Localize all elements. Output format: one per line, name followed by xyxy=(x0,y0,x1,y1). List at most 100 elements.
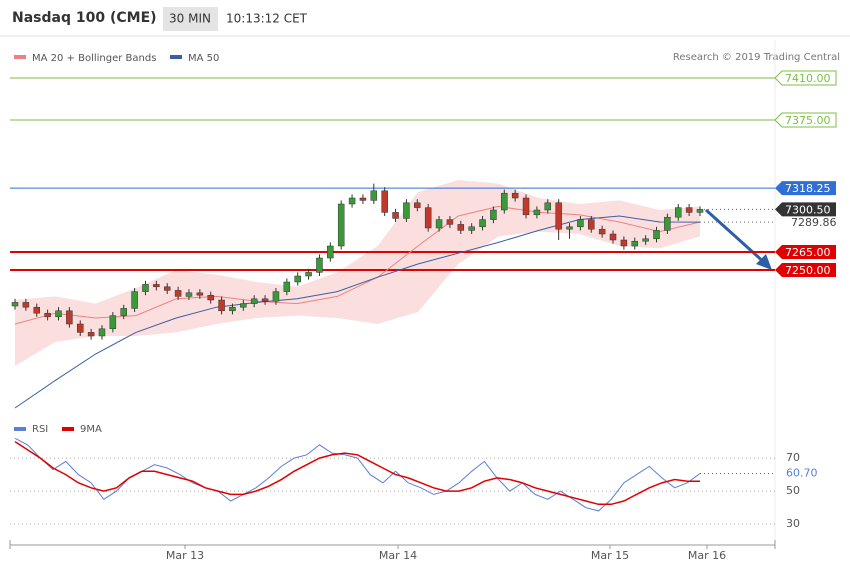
candle-body xyxy=(337,203,345,247)
legend-label: 9MA xyxy=(80,424,102,435)
ma-line xyxy=(14,215,701,409)
candle-body xyxy=(22,302,30,308)
candle-body xyxy=(283,281,291,292)
candle-body xyxy=(566,226,573,230)
level-label: 7300.50 xyxy=(785,203,831,216)
forecast-arrowhead xyxy=(756,254,772,270)
candle-body xyxy=(457,224,465,231)
credit: Research © 2019 Trading Central xyxy=(673,52,840,63)
legend-swatch xyxy=(14,55,26,59)
candle-body xyxy=(185,292,193,297)
candle-body xyxy=(620,239,628,247)
candle-body xyxy=(631,240,639,247)
candle-body xyxy=(131,291,138,309)
chart-title: Nasdaq 100 (CME) xyxy=(12,10,157,26)
candle-body xyxy=(250,298,258,304)
candle-body xyxy=(598,228,606,235)
candle-body xyxy=(490,209,497,220)
interval-box xyxy=(163,7,218,31)
level-label: 7318.25 xyxy=(785,182,831,195)
header-bg xyxy=(0,0,850,36)
interval[interactable]: 30 MIN xyxy=(169,12,211,26)
candle-body xyxy=(87,332,95,337)
candle-body xyxy=(11,302,19,307)
candle-body xyxy=(153,284,160,288)
bollinger-band xyxy=(15,180,700,366)
candle-body xyxy=(327,245,334,259)
candle-body xyxy=(163,286,171,291)
x-tick-label: Mar 14 xyxy=(379,549,417,562)
rsi-tick-label: 70 xyxy=(786,451,800,464)
level-label: 7265.00 xyxy=(785,246,831,259)
level-label: 7289.86 xyxy=(791,216,837,229)
legend-label: RSI xyxy=(32,424,48,435)
level-tag xyxy=(775,202,836,217)
candle-body xyxy=(240,303,247,308)
candle-body xyxy=(609,233,617,241)
level-tag xyxy=(775,263,836,277)
ma-line xyxy=(14,205,701,325)
candle-body xyxy=(414,202,421,208)
candle-body xyxy=(533,209,541,216)
level-tag xyxy=(774,70,837,86)
candle-body xyxy=(522,197,530,216)
candle-body xyxy=(207,294,214,301)
candle-body xyxy=(196,292,204,296)
forecast-arrow xyxy=(704,208,768,266)
candle-body xyxy=(370,190,378,201)
x-tick-label: Mar 16 xyxy=(688,549,726,562)
level-tag xyxy=(775,245,836,259)
rsi-line xyxy=(14,437,701,512)
legend-swatch xyxy=(170,55,182,59)
candle-body xyxy=(359,197,367,201)
candle-body xyxy=(294,275,301,283)
candle-body xyxy=(66,310,73,325)
level-tag xyxy=(775,181,836,196)
candle-body xyxy=(44,312,51,318)
candle-body xyxy=(544,202,552,211)
level-label: 7375.00 xyxy=(785,114,831,127)
rsi-tick-label: 50 xyxy=(786,484,800,497)
candle-body xyxy=(479,219,486,228)
candle-body xyxy=(120,308,127,316)
level-label: 7410.00 xyxy=(785,72,831,85)
candle-body xyxy=(588,219,595,230)
legend-swatch xyxy=(14,427,26,431)
level-label: 7250.00 xyxy=(785,264,831,277)
candle-body xyxy=(642,238,649,242)
candle-body xyxy=(316,257,323,273)
candle-body xyxy=(511,192,519,199)
candle-body xyxy=(435,219,443,229)
rsi-line xyxy=(14,440,700,506)
legend-label: MA 20 + Bollinger Bands xyxy=(32,53,156,64)
timestamp: 10:13:12 CET xyxy=(226,12,308,26)
rsi-tick-label: 30 xyxy=(786,517,800,530)
candle-body xyxy=(446,219,454,225)
candle-body xyxy=(109,315,117,330)
candle-body xyxy=(653,230,660,240)
rsi-last-label: 60.70 xyxy=(786,466,818,479)
x-tick-label: Mar 15 xyxy=(591,549,629,562)
candle-body xyxy=(381,190,388,213)
candle-body xyxy=(272,291,280,302)
candle-body xyxy=(501,192,508,211)
candle-body xyxy=(98,328,106,337)
candle-body xyxy=(685,207,693,213)
candle-body xyxy=(675,207,682,218)
candle-body xyxy=(392,212,399,219)
legend-swatch xyxy=(62,427,74,431)
candle-body xyxy=(403,202,410,219)
candle-body xyxy=(577,219,584,228)
candle-body xyxy=(142,284,149,292)
candle-body xyxy=(261,298,269,302)
candle-body xyxy=(468,226,475,231)
legend-label: MA 50 xyxy=(188,53,219,64)
candle-body xyxy=(218,299,225,312)
candle-body xyxy=(555,202,562,230)
candle-body xyxy=(696,209,704,213)
candle-body xyxy=(76,323,84,333)
candle-body xyxy=(33,306,40,314)
x-tick-label: Mar 13 xyxy=(166,549,204,562)
